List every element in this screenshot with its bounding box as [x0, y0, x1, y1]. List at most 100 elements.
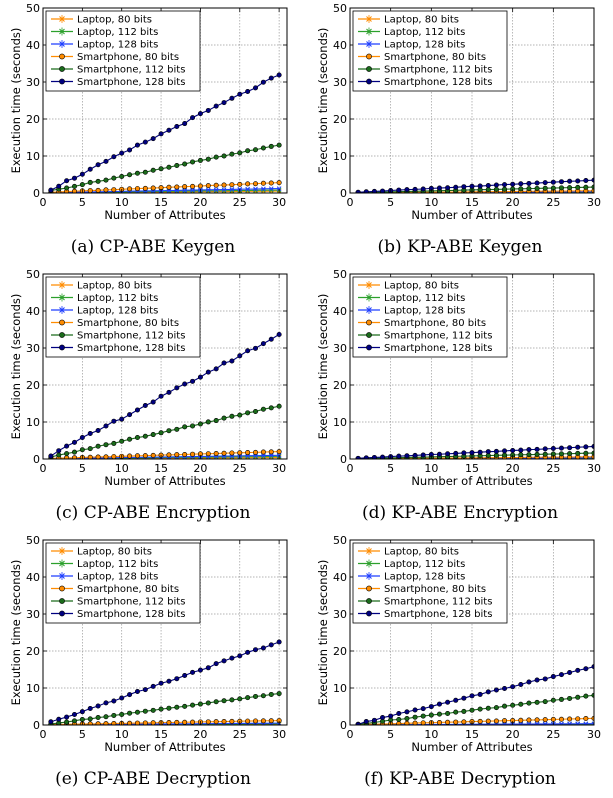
data-point [477, 691, 483, 697]
data-point [174, 162, 180, 168]
data-point [56, 183, 62, 189]
data-point [253, 449, 259, 455]
data-point [158, 166, 164, 172]
data-point [166, 184, 172, 190]
data-point [166, 678, 172, 684]
data-point [261, 453, 266, 458]
data-point [253, 181, 259, 187]
series-group [48, 639, 282, 725]
data-point [56, 452, 62, 458]
data-point [363, 719, 369, 725]
data-point [583, 184, 589, 190]
x-tick-label: 5 [387, 196, 394, 209]
legend-label: Smartphone, 128 bits [77, 609, 185, 620]
y-tick-label: 50 [26, 2, 40, 15]
data-point [87, 188, 93, 193]
data-point [502, 685, 508, 691]
data-point [412, 720, 418, 725]
data-point [95, 703, 101, 709]
data-point [95, 178, 101, 184]
data-point [103, 454, 109, 459]
legend-label: Laptop, 80 bits [384, 281, 459, 292]
data-point [445, 719, 451, 725]
x-tick-label: 30 [587, 462, 601, 475]
data-point [542, 699, 548, 705]
x-tick-label: 20 [193, 196, 207, 209]
data-point [355, 455, 361, 459]
data-point [469, 450, 475, 456]
data-point [127, 436, 133, 442]
legend-label: Smartphone, 128 bits [77, 77, 185, 88]
data-point [213, 366, 219, 372]
data-point [205, 419, 211, 425]
x-tick-label: 20 [193, 462, 207, 475]
x-tick-label: 0 [40, 196, 47, 209]
data-point [142, 687, 148, 693]
x-tick-label: 5 [79, 728, 86, 741]
y-axis-label: Execution time (seconds) [316, 560, 330, 706]
data-point [436, 711, 442, 717]
legend-label: Laptop, 128 bits [77, 572, 158, 583]
data-point [276, 449, 282, 455]
data-point [134, 170, 140, 176]
axes-frame [42, 539, 288, 726]
data-point [261, 186, 266, 192]
data-point [502, 703, 508, 709]
data-point [103, 714, 109, 720]
data-point [119, 438, 125, 444]
data-point [253, 147, 259, 153]
data-point [174, 385, 180, 391]
data-point [190, 115, 196, 121]
legend-label: Laptop, 80 bits [77, 281, 152, 292]
data-point [103, 177, 109, 183]
data-point [453, 184, 459, 190]
data-point [221, 153, 227, 159]
legend-label: Laptop, 128 bits [384, 572, 465, 583]
data-point [583, 178, 589, 184]
data-point [260, 180, 266, 186]
data-point [205, 665, 211, 671]
legend-marker [366, 598, 372, 604]
data-point [190, 378, 196, 384]
data-point [542, 676, 548, 682]
data-point [174, 704, 180, 710]
legend-marker [59, 344, 65, 351]
legend-label: Smartphone, 80 bits [384, 584, 486, 595]
data-point [103, 423, 109, 429]
data-point [253, 718, 259, 724]
data-point [197, 111, 203, 117]
legend-marker [59, 598, 65, 604]
legend-marker [59, 332, 65, 338]
legend-box [352, 10, 508, 92]
data-point [380, 454, 386, 459]
data-point [119, 711, 125, 717]
data-point [174, 676, 180, 682]
x-tick-label: 10 [424, 196, 438, 209]
data-point [182, 703, 188, 709]
legend-marker [366, 332, 372, 338]
data-point [583, 666, 589, 672]
data-point [469, 183, 475, 189]
x-axis-label: Number of Attributes [104, 474, 225, 488]
x-tick-label: 5 [387, 728, 394, 741]
legend-label: Laptop, 112 bits [384, 27, 465, 38]
y-tick-label: 10 [26, 150, 40, 163]
data-point [268, 449, 274, 455]
data-point [48, 719, 54, 725]
legend-marker [59, 585, 65, 592]
legend-box [45, 542, 201, 624]
y-tick-label: 30 [26, 76, 40, 89]
data-point [477, 183, 483, 189]
chart-panel: 0 5 10 15 20 25 30 0 10 20 30 40 50 Number of Attribu… [0, 532, 306, 798]
data-point [253, 345, 259, 351]
data-point [276, 72, 282, 78]
data-point [205, 183, 211, 189]
data-point [174, 426, 180, 432]
data-point [127, 147, 133, 153]
chart-panel: 0 5 10 15 20 25 30 0 10 20 30 40 50 Number of Attribu… [0, 0, 306, 266]
data-point [558, 716, 564, 722]
data-point [550, 716, 556, 722]
y-tick-label: 40 [26, 39, 40, 52]
data-point [436, 451, 442, 457]
x-axis-label: Number of Attributes [411, 474, 532, 488]
